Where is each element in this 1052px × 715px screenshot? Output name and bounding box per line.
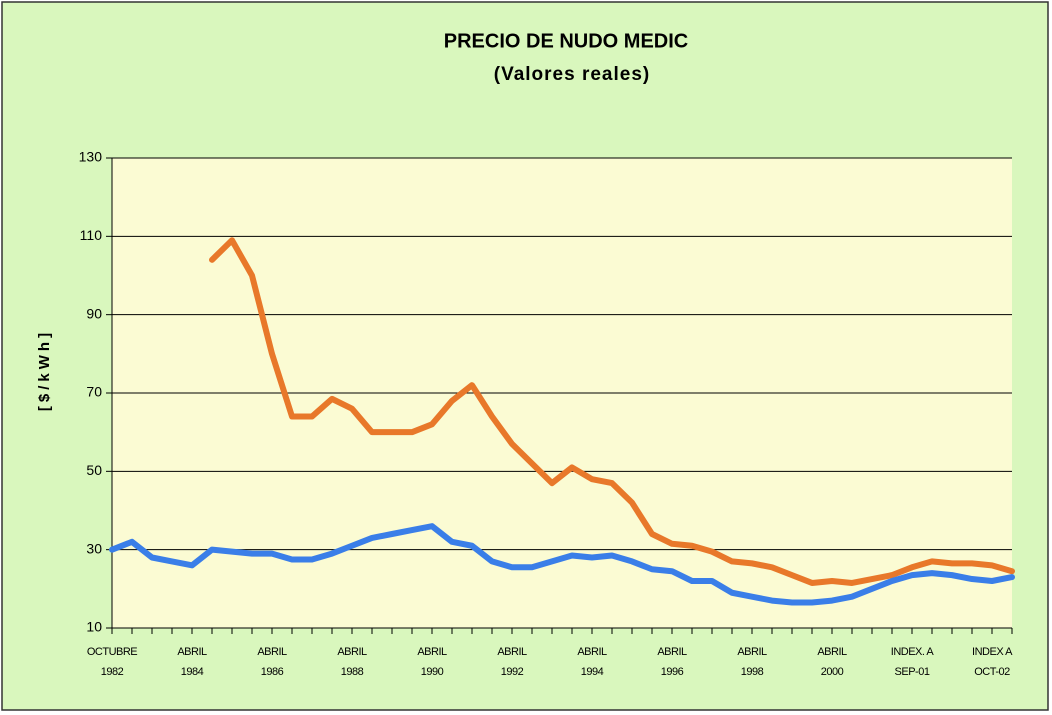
x-tick-label: OCTUBRE bbox=[87, 646, 137, 658]
x-tick-label: OCT-02 bbox=[974, 666, 1010, 678]
y-tick-label: 110 bbox=[80, 227, 103, 243]
series-line bbox=[209, 237, 1015, 586]
x-tick-label: ABRIL bbox=[257, 646, 287, 658]
x-tick-label: 1988 bbox=[341, 666, 364, 678]
x-tick-label: INDEX A bbox=[972, 646, 1013, 658]
y-tick-label: 90 bbox=[86, 305, 102, 321]
x-tick-label: 1990 bbox=[421, 666, 444, 678]
x-tick-label: 1998 bbox=[741, 666, 764, 678]
x-tick-label: ABRIL bbox=[577, 646, 607, 658]
y-tick-label: 30 bbox=[86, 540, 102, 556]
x-tick-label: 1986 bbox=[261, 666, 284, 678]
x-tick-label: ABRIL bbox=[337, 646, 367, 658]
x-tick-label: INDEX. A bbox=[891, 646, 935, 658]
x-tick-label: 1982 bbox=[101, 666, 124, 678]
y-tick-label: 70 bbox=[86, 384, 102, 400]
x-tick-label: 2000 bbox=[821, 666, 844, 678]
x-tick-label: 1992 bbox=[501, 666, 524, 678]
x-tick-label: ABRIL bbox=[737, 646, 767, 658]
x-tick-label: 1984 bbox=[181, 666, 204, 678]
series-line bbox=[109, 523, 1015, 606]
x-tick-label: ABRIL bbox=[417, 646, 447, 658]
chart-subtitle: (Valores reales) bbox=[494, 64, 650, 85]
x-tick-label: ABRIL bbox=[177, 646, 207, 658]
x-tick-label: ABRIL bbox=[497, 646, 527, 658]
y-tick-label: 130 bbox=[79, 149, 103, 165]
chart-title: PRECIO DE NUDO MEDIC bbox=[444, 30, 688, 52]
x-tick-label: ABRIL bbox=[657, 646, 687, 658]
x-tick-label: 1996 bbox=[661, 666, 684, 678]
y-tick-label: 10 bbox=[86, 619, 102, 635]
y-tick-label: 50 bbox=[86, 462, 102, 478]
x-tick-label: ABRIL bbox=[817, 646, 847, 658]
x-tick-label: SEP-01 bbox=[895, 666, 930, 678]
x-tick-label: 1994 bbox=[581, 666, 604, 678]
y-axis-label: [$/kWh] bbox=[36, 329, 53, 411]
